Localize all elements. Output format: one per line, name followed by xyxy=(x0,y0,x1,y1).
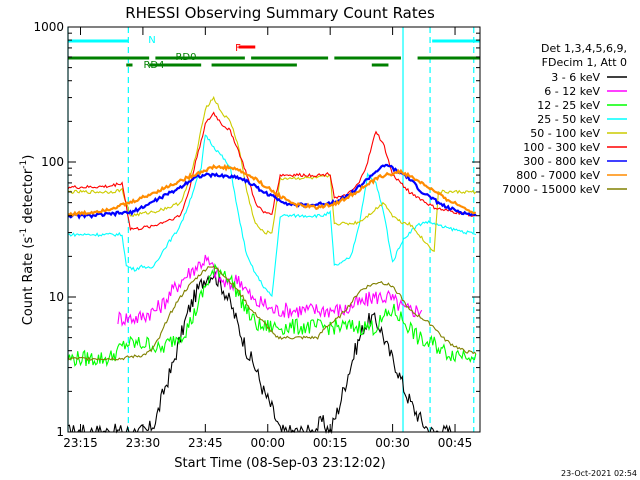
axes: 23:15 23:30 23:45 00:00 00:15 00:30 00:45 1 10 10… xyxy=(33,20,480,450)
status-label-n: N xyxy=(148,35,155,46)
series-line-4 xyxy=(67,95,477,252)
series-line-5 xyxy=(67,111,476,231)
x-tick-label: 00:45 xyxy=(438,436,473,450)
legend-label: 50 - 100 keV xyxy=(530,127,600,140)
legend-label: 300 - 800 keV xyxy=(523,155,600,168)
legend-label: 12 - 25 keV xyxy=(537,99,600,112)
footer-date: 23-Oct-2021 02:54 xyxy=(561,469,637,478)
legend: Det 1,3,4,5,6,9, FDecim 1, Att 0 3 - 6 k… xyxy=(502,42,627,196)
plot-frame xyxy=(67,26,481,433)
y-tick-label: 1 xyxy=(56,425,64,439)
y-tick-label: 1000 xyxy=(33,20,64,34)
x-tick-label: 00:30 xyxy=(375,436,410,450)
y-tick-label: 100 xyxy=(41,155,64,169)
legend-label: 7000 - 15000 keV xyxy=(502,183,600,196)
legend-label: 25 - 50 keV xyxy=(537,113,600,126)
series-line-7 xyxy=(67,163,476,217)
y-label-mid: detector xyxy=(21,168,36,228)
series-line-1 xyxy=(117,254,423,327)
chart-title: RHESSI Observing Summary Count Rates xyxy=(125,4,435,22)
legend-header-decim: FDecim 1, Att 0 xyxy=(542,56,627,69)
y-axis-label: Count Rate (s-1 detector-1) xyxy=(19,155,36,326)
y-tick-label: 10 xyxy=(49,290,64,304)
x-tick-label: 23:45 xyxy=(188,436,223,450)
legend-label: 800 - 7000 keV xyxy=(516,169,600,182)
y-label-sup2: -1 xyxy=(19,160,29,169)
status-label-rd0: RD0 xyxy=(175,52,196,63)
status-label-f: F xyxy=(235,43,241,54)
legend-label: 6 - 12 keV xyxy=(544,85,600,98)
status-label-rd4: RD4 xyxy=(143,60,164,71)
series-line-2 xyxy=(67,262,477,368)
status-bars: N F RD0 RD4 xyxy=(68,35,480,71)
x-tick-label: 23:30 xyxy=(126,436,161,450)
legend-label: 3 - 6 keV xyxy=(551,71,600,84)
x-axis-label: Start Time (08-Sep-03 23:12:02) xyxy=(174,456,385,471)
y-label-main: Count Rate (s xyxy=(21,237,36,326)
x-tick-label: 00:00 xyxy=(250,436,285,450)
y-label-end: ) xyxy=(21,155,36,160)
y-label-sup1: -1 xyxy=(19,228,29,237)
series-line-6 xyxy=(67,163,477,220)
series-line-3 xyxy=(67,134,477,298)
x-tick-label: 00:15 xyxy=(313,436,348,450)
legend-header-detectors: Det 1,3,4,5,6,9, xyxy=(541,42,627,55)
x-tick-label: 23:15 xyxy=(63,436,98,450)
series-line-8 xyxy=(67,265,477,361)
legend-label: 100 - 300 keV xyxy=(523,141,600,154)
